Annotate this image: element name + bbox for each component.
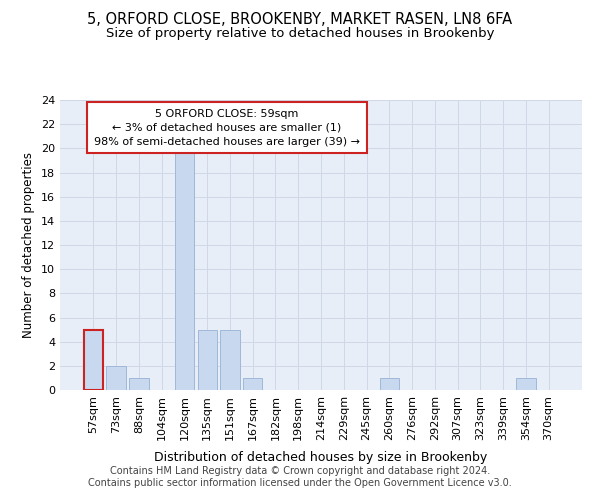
Y-axis label: Number of detached properties: Number of detached properties bbox=[22, 152, 35, 338]
Bar bbox=[197, 330, 217, 390]
X-axis label: Distribution of detached houses by size in Brookenby: Distribution of detached houses by size … bbox=[154, 451, 488, 464]
Bar bbox=[129, 378, 149, 390]
Text: Contains HM Land Registry data © Crown copyright and database right 2024.
Contai: Contains HM Land Registry data © Crown c… bbox=[88, 466, 512, 487]
Bar bbox=[516, 378, 536, 390]
Bar bbox=[380, 378, 399, 390]
Text: 5 ORFORD CLOSE: 59sqm
← 3% of detached houses are smaller (1)
98% of semi-detach: 5 ORFORD CLOSE: 59sqm ← 3% of detached h… bbox=[94, 108, 360, 146]
Text: 5, ORFORD CLOSE, BROOKENBY, MARKET RASEN, LN8 6FA: 5, ORFORD CLOSE, BROOKENBY, MARKET RASEN… bbox=[88, 12, 512, 28]
Bar bbox=[175, 148, 194, 390]
Bar bbox=[243, 378, 262, 390]
Bar bbox=[106, 366, 126, 390]
Bar bbox=[84, 330, 103, 390]
Text: Size of property relative to detached houses in Brookenby: Size of property relative to detached ho… bbox=[106, 28, 494, 40]
Bar bbox=[220, 330, 239, 390]
